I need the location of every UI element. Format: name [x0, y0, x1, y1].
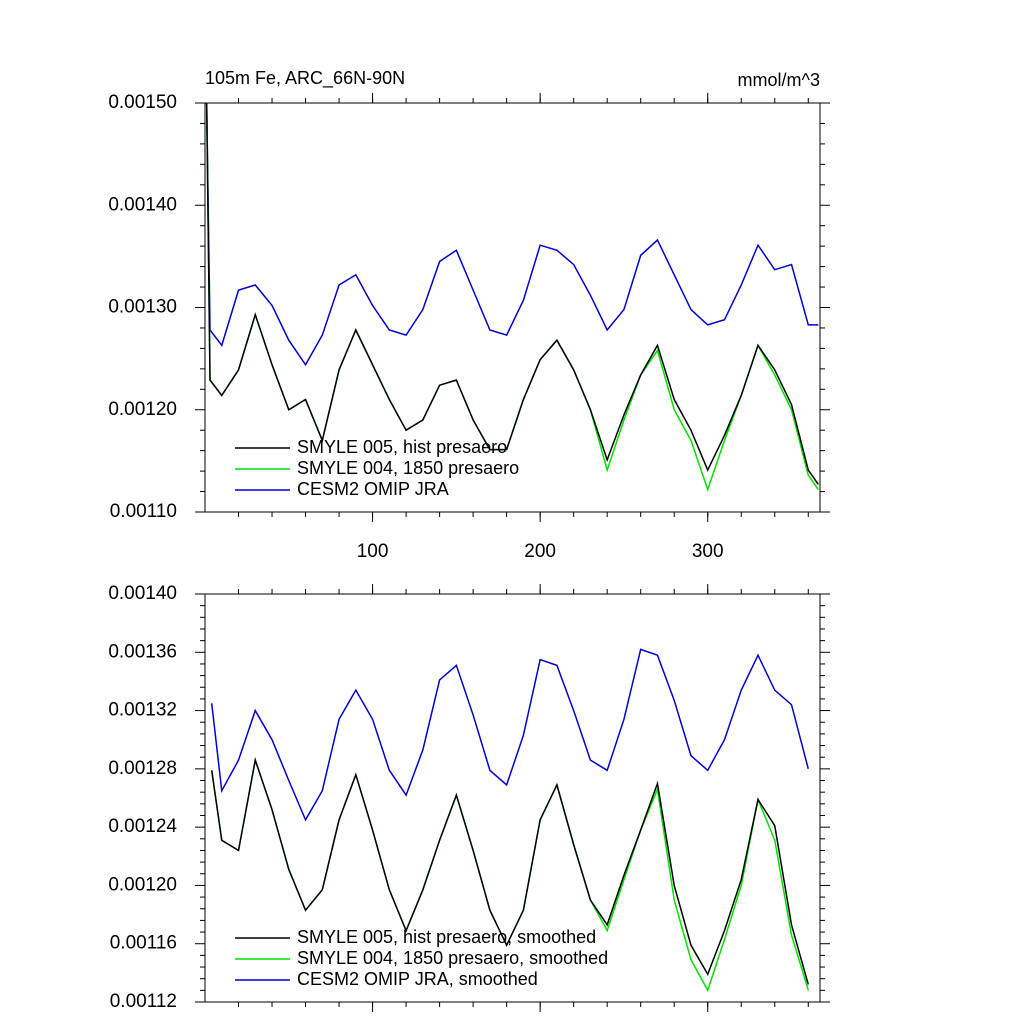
y-tick-label: 0.00130 [108, 297, 177, 318]
x-tick-label: 100 [357, 541, 389, 562]
plot-frame [204, 593, 821, 1003]
y-tick-label: 0.00132 [108, 700, 177, 721]
x-tick-label: 300 [692, 541, 724, 562]
y-tick-label: 0.00112 [110, 991, 177, 1012]
legend-label: CESM2 OMIP JRA, smoothed [297, 969, 538, 989]
units-label: mmol/m^3 [738, 70, 820, 90]
y-tick-label: 0.00124 [108, 816, 177, 837]
y-tick-label: 0.00110 [110, 501, 177, 522]
y-tick-label: 0.00120 [108, 874, 177, 895]
legend-label: SMYLE 005, hist presaero, smoothed [297, 927, 596, 947]
series-line [205, 102, 819, 367]
y-tick-label: 0.00140 [108, 194, 177, 215]
y-tick-label: 0.00128 [108, 758, 177, 779]
chart-title: 105m Fe, ARC_66N-90N [205, 68, 405, 89]
legend-label: SMYLE 005, hist presaero [297, 437, 507, 457]
y-tick-label: 0.00136 [108, 641, 177, 662]
legend-label: SMYLE 004, 1850 presaero [297, 458, 519, 478]
y-tick-label: 0.00140 [108, 583, 177, 604]
legend-label: SMYLE 004, 1850 presaero, smoothed [297, 948, 608, 968]
y-tick-label: 0.00120 [108, 399, 177, 420]
x-tick-label: 200 [524, 541, 556, 562]
legend-label: CESM2 OMIP JRA [297, 479, 449, 499]
series-line [205, 102, 819, 485]
y-tick-label: 0.00150 [108, 92, 177, 113]
series-line [210, 648, 809, 822]
series-line [210, 757, 809, 985]
y-tick-label: 0.00116 [110, 933, 177, 954]
